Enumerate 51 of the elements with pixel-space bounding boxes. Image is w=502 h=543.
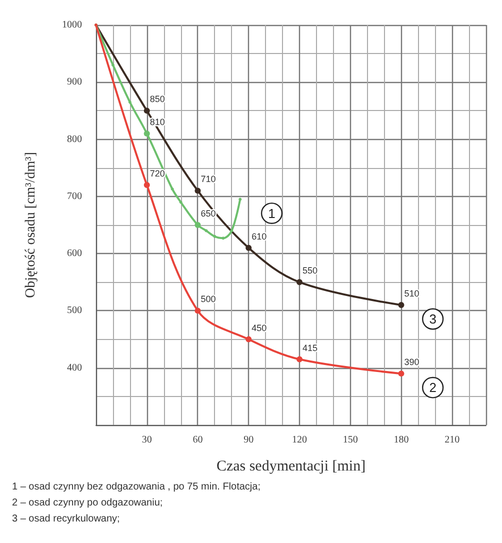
x-axis-title: Czas sedymentacji [min] <box>216 458 366 474</box>
y-axis-title: Objętość osadu [cm³/dm³] <box>24 152 38 298</box>
data-label: 450 <box>252 322 267 333</box>
point <box>194 308 201 314</box>
data-label: 510 <box>404 288 420 298</box>
data-label: 610 <box>252 231 267 242</box>
x-tick-label: 30 <box>142 434 152 446</box>
data-label: 500 <box>200 294 216 304</box>
y-tick-label: 900 <box>67 76 82 88</box>
point <box>213 234 216 238</box>
line-series <box>94 24 242 240</box>
data-label: 390 <box>404 357 420 368</box>
y-tick-label: 700 <box>67 190 82 202</box>
point <box>222 236 225 240</box>
point <box>398 302 404 308</box>
data-label: 720 <box>150 168 165 178</box>
text: 1 – osad czynny bez odgazowania , po 75 min. Flotacja; <box>12 482 260 492</box>
x-tick-label: 120 <box>292 434 307 446</box>
data-label: 850 <box>150 94 165 104</box>
point <box>296 279 302 286</box>
point <box>144 182 150 188</box>
point <box>144 108 150 114</box>
y-tick-label: 1000 <box>62 20 82 30</box>
data-label: 650 <box>200 208 216 218</box>
point <box>179 200 182 204</box>
data-label: 710 <box>200 174 216 184</box>
data-label: 415 <box>302 342 318 353</box>
point <box>128 100 132 104</box>
y-tick-label: 600 <box>67 248 82 260</box>
y-tick-label: 500 <box>67 305 82 316</box>
point <box>238 198 242 201</box>
series-label: 3 <box>429 312 436 326</box>
x-tick-label: 60 <box>192 434 203 446</box>
text: 3 – osad recyrkulowany; <box>12 514 120 524</box>
x-tick-label: 210 <box>444 434 460 446</box>
y-tick-label: 400 <box>67 362 82 374</box>
point <box>246 244 252 251</box>
point <box>296 356 302 362</box>
point <box>246 336 252 342</box>
text: 1 <box>268 206 276 221</box>
point <box>398 370 404 377</box>
point <box>170 188 174 190</box>
text: 2 – osad czynny po odgazowaniu; <box>12 498 163 508</box>
point <box>204 229 208 232</box>
x-tick-label: 90 <box>244 434 254 446</box>
series-label: 2 <box>429 380 436 396</box>
point <box>194 188 201 194</box>
data-label: 550 <box>302 266 318 276</box>
x-tick-label: 180 <box>394 434 409 446</box>
y-tick-label: 800 <box>67 134 82 145</box>
x-tick-label: 150 <box>342 434 358 446</box>
